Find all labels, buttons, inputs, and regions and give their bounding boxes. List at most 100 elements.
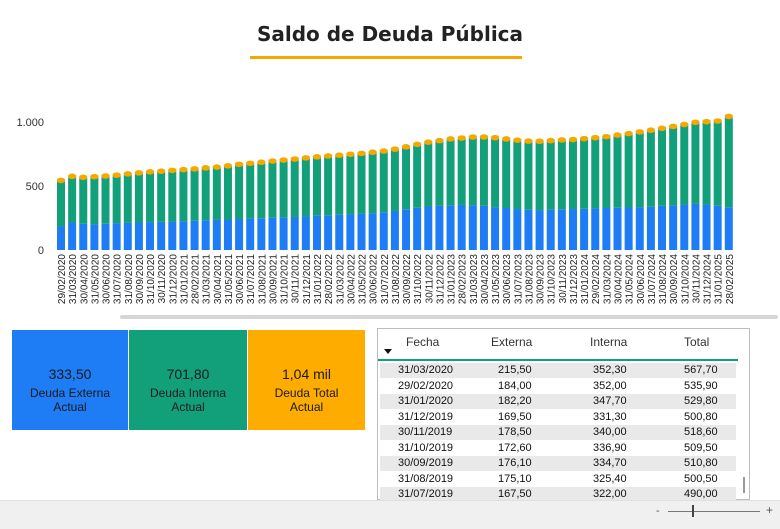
bar-externa[interactable] [68,222,77,250]
bar-interna[interactable] [179,170,188,222]
total-marker[interactable] [446,136,455,142]
bar-interna[interactable] [357,154,366,214]
total-marker[interactable] [357,150,366,157]
total-marker[interactable] [101,173,110,179]
total-marker[interactable] [513,137,522,143]
bar-externa[interactable] [235,219,244,250]
bar-interna[interactable] [379,152,388,213]
total-marker[interactable] [190,166,199,172]
total-marker[interactable] [724,113,733,120]
bar-interna[interactable] [368,153,377,214]
bar-externa[interactable] [424,206,433,250]
bar-externa[interactable] [157,221,166,250]
bar-externa[interactable] [680,204,689,250]
bar-externa[interactable] [357,213,366,250]
bar-externa[interactable] [635,207,644,250]
bar-interna[interactable] [502,139,511,209]
total-marker[interactable] [579,135,589,142]
total-marker[interactable] [702,118,711,125]
total-marker[interactable] [145,169,155,175]
bar-interna[interactable] [413,145,422,208]
bar-interna[interactable] [591,138,600,209]
bar-interna[interactable] [101,177,110,224]
bar-interna[interactable] [235,165,244,220]
table-row[interactable]: 31/03/2020 215,50 352,30 567,70 [380,363,736,378]
bar-externa[interactable] [101,223,110,250]
bar-interna[interactable] [123,174,132,223]
total-marker[interactable] [312,154,322,160]
col-header-externa[interactable]: Externa [491,335,533,349]
total-marker[interactable] [557,137,567,143]
total-marker[interactable] [457,135,466,141]
bar-interna[interactable] [535,142,544,211]
total-marker[interactable] [435,137,444,144]
bar-interna[interactable] [402,147,411,210]
bar-interna[interactable] [57,181,65,227]
total-marker[interactable] [602,133,611,140]
table-row[interactable]: 31/07/2019 167,50 322,00 490,00 [380,487,736,502]
bar-externa[interactable] [546,209,555,250]
bar-externa[interactable] [301,216,310,250]
bar-interna[interactable] [457,139,466,205]
bar-interna[interactable] [724,117,733,208]
bar-externa[interactable] [513,209,522,250]
bar-interna[interactable] [190,169,199,221]
total-marker[interactable] [301,155,311,161]
total-marker[interactable] [546,137,555,144]
bar-interna[interactable] [635,132,644,208]
bar-externa[interactable] [90,224,99,250]
bar-interna[interactable] [468,138,477,206]
zoom-slider-track[interactable] [668,511,760,512]
total-marker[interactable] [257,159,266,166]
bar-externa[interactable] [402,209,411,250]
bar-externa[interactable] [212,219,221,250]
zoom-out-button[interactable]: - [656,505,660,517]
total-marker[interactable] [691,119,700,126]
chart-horizontal-scrollbar[interactable] [120,315,778,319]
total-marker[interactable] [179,166,188,173]
total-marker[interactable] [713,118,722,124]
table-row[interactable]: 29/02/2020 184,00 352,00 535,90 [380,379,736,394]
bar-externa[interactable] [468,205,477,250]
bar-interna[interactable] [157,172,166,222]
bar-interna[interactable] [658,129,667,206]
bar-interna[interactable] [580,139,589,209]
bar-interna[interactable] [491,138,500,208]
col-header-total[interactable]: Total [684,335,710,349]
total-marker[interactable] [368,149,377,156]
bar-interna[interactable] [290,160,299,217]
bar-externa[interactable] [146,222,155,250]
total-marker[interactable] [79,174,88,181]
total-marker[interactable] [234,161,244,168]
total-marker[interactable] [502,136,511,142]
bar-interna[interactable] [79,178,88,224]
bar-externa[interactable] [446,205,455,250]
bar-externa[interactable] [457,204,466,250]
bar-interna[interactable] [246,164,255,219]
total-marker[interactable] [424,139,433,145]
bar-externa[interactable] [624,207,633,250]
total-marker[interactable] [112,172,121,178]
bar-externa[interactable] [379,212,388,250]
total-marker[interactable] [56,177,66,184]
bar-externa[interactable] [79,223,88,250]
bar-externa[interactable] [713,205,722,250]
bar-interna[interactable] [669,127,678,206]
total-marker[interactable] [246,160,255,167]
bar-externa[interactable] [324,215,333,250]
bar-externa[interactable] [413,207,422,250]
bar-interna[interactable] [524,142,533,210]
total-marker[interactable] [591,134,600,141]
bar-interna[interactable] [602,137,611,209]
bar-externa[interactable] [602,208,611,250]
bar-interna[interactable] [546,141,555,210]
total-marker[interactable] [613,132,622,138]
bar-externa[interactable] [312,215,321,250]
total-marker[interactable] [90,173,99,180]
bar-externa[interactable] [691,203,700,250]
total-marker[interactable] [67,173,77,180]
bar-externa[interactable] [346,214,355,250]
total-marker[interactable] [323,153,333,159]
bar-externa[interactable] [123,222,132,250]
bar-externa[interactable] [535,210,544,250]
